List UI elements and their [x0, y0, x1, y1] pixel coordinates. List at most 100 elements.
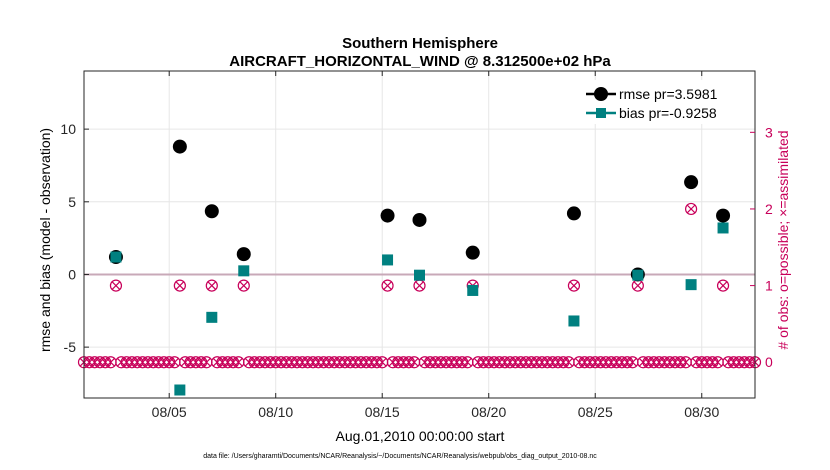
- obs-assimilated-marker: [239, 280, 249, 291]
- obs-assimilated-zero-marker: [409, 357, 419, 367]
- bias-point: [685, 279, 697, 291]
- rmse-point: [236, 247, 251, 262]
- cross-stroke: [169, 357, 180, 367]
- bias-point: [717, 222, 729, 234]
- obs-assimilated-marker: [686, 204, 696, 214]
- legend-bias-marker: [596, 108, 606, 118]
- obs-possible-marker: [381, 279, 394, 292]
- obs-assimilated-marker: [175, 280, 185, 291]
- obs-possible-marker: [173, 279, 186, 292]
- obs-assimilated-zero-marker: [201, 357, 212, 367]
- x-tick-label: 08/10: [258, 404, 293, 420]
- y-tick-label: 5: [68, 194, 76, 210]
- obs-assimilated-zero-marker: [462, 357, 473, 367]
- cross-stroke: [569, 280, 579, 291]
- legend-rmse-label: rmse pr=3.5981: [619, 86, 718, 102]
- legend-box: [582, 80, 746, 124]
- obs-assimilated-zero-marker: [233, 357, 244, 367]
- y-tick-label: 10: [60, 121, 76, 137]
- y-tick-label: -5: [64, 339, 77, 355]
- rmse-point: [380, 208, 395, 223]
- x-tick-label: 08/20: [471, 404, 506, 420]
- obs-assimilated-marker: [382, 280, 393, 291]
- cross-stroke: [681, 357, 691, 367]
- bias-point: [382, 254, 394, 266]
- y-right-tick-label: 2: [765, 201, 773, 217]
- obs-assimilated-zero-marker: [563, 357, 574, 367]
- legend-rmse-marker: [594, 87, 608, 101]
- bias-point: [238, 265, 250, 277]
- obs-assimilated-marker: [633, 280, 643, 291]
- x-tick-label: 08/15: [365, 404, 400, 420]
- obs-possible-marker: [684, 202, 698, 216]
- bias-point: [110, 251, 122, 263]
- obs-assimilated-marker: [111, 280, 121, 291]
- legend-bias-label: bias pr=-0.9258: [619, 105, 717, 121]
- cross-stroke: [563, 357, 574, 367]
- tick-layer: 08/05 08/10 08/15 08/20 08/25 08/30 -5 0 5 10 0 1 2 3: [60, 71, 773, 420]
- y-right-tick-label: 0: [765, 354, 773, 370]
- bias-point: [632, 269, 644, 281]
- bias-point: [568, 315, 580, 327]
- obs-assimilated-marker: [207, 280, 217, 291]
- obs-assimilated-zero-marker: [106, 357, 116, 367]
- y-right-tick-label: 3: [765, 124, 773, 140]
- chart-title-line2: AIRCRAFT_HORIZONTAL_WIND @ 8.312500e+02 …: [229, 53, 611, 70]
- cross-stroke: [713, 357, 723, 367]
- cross-stroke: [382, 280, 393, 291]
- y-axis-label: rmse and bias (model - observation): [37, 128, 53, 352]
- cross-stroke: [111, 280, 121, 291]
- cross-stroke: [718, 280, 728, 291]
- x-tick-label: 08/05: [152, 404, 187, 420]
- bias-point: [206, 311, 218, 323]
- y-axis-label-right: # of obs: o=possible; ×=assimilated: [775, 130, 791, 349]
- x-tick-label: 08/25: [578, 404, 613, 420]
- obs-assimilated-zero-marker: [713, 357, 723, 367]
- obs-assimilated-zero-marker: [627, 357, 638, 367]
- bias-point: [467, 284, 479, 296]
- rmse-point: [412, 212, 427, 227]
- bias-point: [414, 269, 425, 281]
- cross-stroke: [414, 280, 425, 291]
- obs-possible-marker: [567, 279, 581, 292]
- obs-assimilated-zero-marker: [681, 357, 691, 367]
- cross-stroke: [201, 357, 212, 367]
- obs-assimilated-marker: [569, 280, 579, 291]
- obs-assimilated-marker: [414, 280, 425, 291]
- grid-layer: [84, 71, 755, 398]
- y-right-tick-label: 1: [765, 278, 773, 294]
- cross-stroke: [233, 357, 244, 367]
- cross-stroke: [207, 280, 217, 291]
- obs-possible-marker: [205, 279, 218, 292]
- x-axis-label: Aug.01,2010 00:00:00 start: [336, 428, 505, 444]
- obs-assimilated-marker: [718, 280, 728, 291]
- obs-assimilated-zero-marker: [377, 357, 387, 367]
- rmse-point: [716, 208, 731, 223]
- obs-possible-marker: [109, 279, 123, 292]
- rmse-point: [204, 204, 219, 219]
- cross-stroke: [686, 204, 696, 214]
- cross-stroke: [175, 280, 185, 291]
- rmse-point: [684, 175, 699, 190]
- cross-stroke: [627, 357, 638, 367]
- obs-possible-marker: [237, 279, 250, 292]
- cross-stroke: [462, 357, 473, 367]
- obs-assimilated-zero-marker: [169, 357, 180, 367]
- data-markers: [108, 139, 731, 396]
- plot-frame: [83, 70, 756, 399]
- bias-point: [174, 384, 186, 396]
- obs-count-markers: [77, 202, 762, 369]
- cross-stroke: [106, 357, 116, 367]
- cross-stroke: [633, 280, 643, 291]
- y-tick-label: 0: [68, 266, 76, 282]
- cross-stroke: [409, 357, 419, 367]
- rmse-point: [465, 245, 480, 260]
- cross-stroke: [239, 280, 249, 291]
- chart-title-line1: Southern Hemisphere: [342, 35, 498, 52]
- legend: rmse pr=3.5981 bias pr=-0.9258: [582, 80, 746, 124]
- cross-stroke: [377, 357, 387, 367]
- rmse-point: [172, 139, 187, 154]
- obs-possible-marker: [716, 279, 730, 292]
- rmse-point: [566, 206, 581, 221]
